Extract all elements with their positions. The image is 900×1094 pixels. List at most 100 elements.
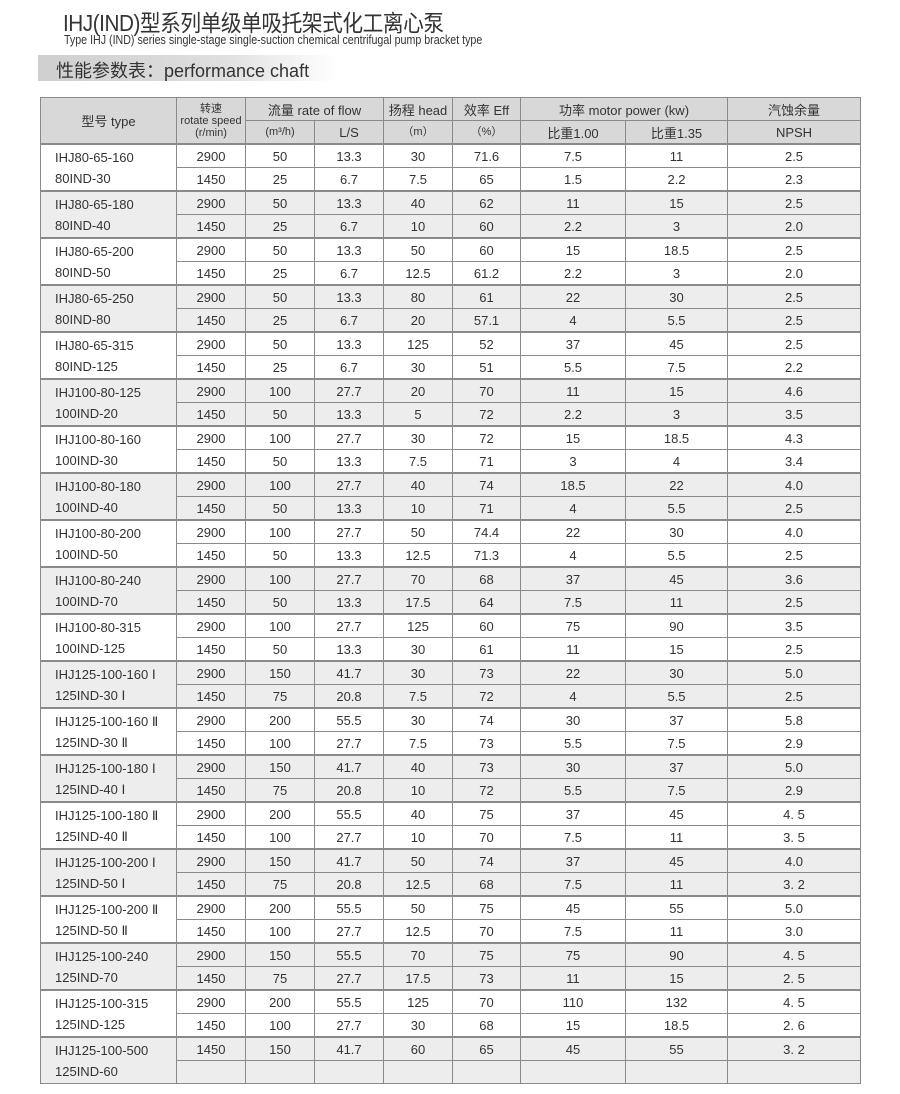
flow-m3h-cell: 50 xyxy=(245,590,315,615)
efficiency-cell: 52 xyxy=(452,331,522,356)
npsh-cell: 3. 2 xyxy=(727,872,862,897)
model-cell: IHJ100-80-200 100IND-50 xyxy=(40,519,177,568)
power-135-cell: 15 xyxy=(625,190,729,215)
head-cell: 30 xyxy=(383,707,454,732)
npsh-cell: 4. 5 xyxy=(727,942,862,967)
speed-cell: 1450 xyxy=(176,449,246,474)
model-name: IHJ125-100-240 xyxy=(55,948,149,964)
power-100-cell: 7.5 xyxy=(520,872,627,897)
npsh-cell: 2.0 xyxy=(727,214,862,239)
model-alt-name: 125IND-50 Ⅱ xyxy=(55,922,128,938)
table-row xyxy=(41,1060,862,1084)
speed-cell: 1450 xyxy=(176,214,246,239)
flow-ls-cell: 27.7 xyxy=(313,519,385,544)
efficiency-cell: 51 xyxy=(452,355,522,380)
speed-cell: 1450 xyxy=(176,590,246,615)
table-row: IHJ100-80-160 100IND-30 2900 100 27.7 30 72 15 1… xyxy=(40,425,862,474)
speed-cell: 2900 xyxy=(176,707,246,732)
flow-ls-cell: 27.7 xyxy=(313,1013,385,1038)
efficiency-cell: 61.2 xyxy=(452,261,522,286)
flow-m3h-cell: 25 xyxy=(245,214,315,239)
npsh-cell: 2.5 xyxy=(727,590,862,615)
head-cell: 125 xyxy=(383,331,454,356)
head-cell xyxy=(383,1060,454,1084)
flow-m3h-cell: 200 xyxy=(245,801,315,826)
power-100-cell: 4 xyxy=(520,496,627,521)
efficiency-cell: 71.3 xyxy=(452,543,522,568)
model-alt-name: 125IND-40 Ⅰ xyxy=(55,781,126,797)
npsh-cell xyxy=(727,1060,862,1084)
flow-m3h-cell: 150 xyxy=(245,848,315,873)
model-cell: IHJ80-65-160 80IND-30 xyxy=(40,143,177,192)
speed-cell: 2900 xyxy=(176,989,246,1014)
table-row: IHJ125-100-200 Ⅱ 125IND-50 Ⅱ 2900 200 55.5 50… xyxy=(40,895,862,944)
power-100-cell: 2.2 xyxy=(520,214,627,239)
model-cell: IHJ100-80-240 100IND-70 xyxy=(40,566,177,615)
power-100-cell: 15 xyxy=(520,237,627,262)
efficiency-cell: 70 xyxy=(452,989,522,1014)
head-cell: 17.5 xyxy=(383,590,454,615)
speed-cell: 1450 xyxy=(176,496,246,521)
npsh-cell: 2. 5 xyxy=(727,966,862,991)
flow-ls-cell: 13.3 xyxy=(313,402,385,427)
npsh-cell: 2.5 xyxy=(727,637,862,662)
flow-ls-cell: 13.3 xyxy=(313,237,385,262)
model-cell: IHJ125-100-240 125IND-70 xyxy=(40,942,177,991)
head-cell: 70 xyxy=(383,566,454,591)
power-135-cell: 45 xyxy=(625,801,729,826)
power-135-cell: 45 xyxy=(625,848,729,873)
power-135-cell: 30 xyxy=(625,519,729,544)
section-title: 性能参数表：performance chaft xyxy=(56,61,310,81)
power-100-cell: 37 xyxy=(520,801,627,826)
flow-ls-cell: 41.7 xyxy=(313,660,385,685)
table-row: IHJ80-65-200 80IND-50 2900 50 13.3 50 60 15 18.5… xyxy=(40,237,862,286)
model-alt-name: 125IND-125 xyxy=(55,1016,126,1032)
model-name: IHJ100-80-240 xyxy=(55,572,141,588)
flow-m3h-cell: 75 xyxy=(245,872,315,897)
power-135-cell: 45 xyxy=(625,566,729,591)
efficiency-cell: 60 xyxy=(452,237,522,262)
power-135-cell: 18.5 xyxy=(625,1013,729,1038)
table-row: 1450 50 13.3 17.5 64 7.5 11 2.5 xyxy=(41,590,862,615)
npsh-cell: 2.0 xyxy=(727,261,862,286)
head-cell: 40 xyxy=(383,190,454,215)
table-row: 1450 25 6.7 20 57.1 4 5.5 2.5 xyxy=(41,308,862,333)
power-100-cell: 4 xyxy=(520,308,627,333)
header-flow-ls: L/S xyxy=(313,120,385,145)
table-row: IHJ125-100-180 Ⅱ 125IND-40 Ⅱ 2900 200 55.5 40… xyxy=(40,801,862,850)
power-135-cell: 55 xyxy=(625,1036,729,1061)
head-cell: 20 xyxy=(383,308,454,333)
model-cell: IHJ125-100-200 Ⅰ 125IND-50 Ⅰ xyxy=(40,848,177,897)
flow-ls-cell: 6.7 xyxy=(313,167,385,192)
model-name: IHJ125-100-500 xyxy=(55,1042,149,1058)
head-cell: 12.5 xyxy=(383,919,454,944)
efficiency-cell: 65 xyxy=(452,1036,522,1061)
page-title: IHJ(IND)型系列单级单吸托架式化工离心泵 xyxy=(63,10,444,36)
speed-cell: 2900 xyxy=(176,566,246,591)
model-cell: IHJ100-80-160 100IND-30 xyxy=(40,425,177,474)
table-row: 1450 75 27.7 17.5 73 11 15 2. 5 xyxy=(41,966,862,991)
npsh-cell: 5.0 xyxy=(727,895,862,920)
speed-cell: 1450 xyxy=(176,872,246,897)
npsh-cell: 3.0 xyxy=(727,919,862,944)
header-head: 扬程 head xyxy=(383,97,454,121)
speed-cell: 2900 xyxy=(176,378,246,403)
model-alt-name: 80IND-50 xyxy=(55,264,111,280)
efficiency-cell: 70 xyxy=(452,825,522,850)
power-100-cell: 5.5 xyxy=(520,778,627,803)
flow-ls-cell: 13.3 xyxy=(313,331,385,356)
efficiency-cell: 62 xyxy=(452,190,522,215)
power-135-cell xyxy=(625,1060,729,1084)
flow-ls-cell: 41.7 xyxy=(313,848,385,873)
speed-cell: 2900 xyxy=(176,237,246,262)
head-cell: 30 xyxy=(383,355,454,380)
table-row: IHJ100-80-125 100IND-20 2900 100 27.7 20 70 11 1… xyxy=(40,378,862,427)
power-100-cell: 22 xyxy=(520,660,627,685)
table-row: IHJ100-80-315 100IND-125 2900 100 27.7 125 60 7… xyxy=(40,613,862,662)
model-cell: IHJ125-100-160 Ⅰ 125IND-30 Ⅰ xyxy=(40,660,177,709)
flow-m3h-cell xyxy=(245,1060,315,1084)
power-100-cell: 37 xyxy=(520,848,627,873)
model-alt-name: 100IND-50 xyxy=(55,546,118,562)
power-135-cell: 15 xyxy=(625,637,729,662)
head-cell: 12.5 xyxy=(383,872,454,897)
